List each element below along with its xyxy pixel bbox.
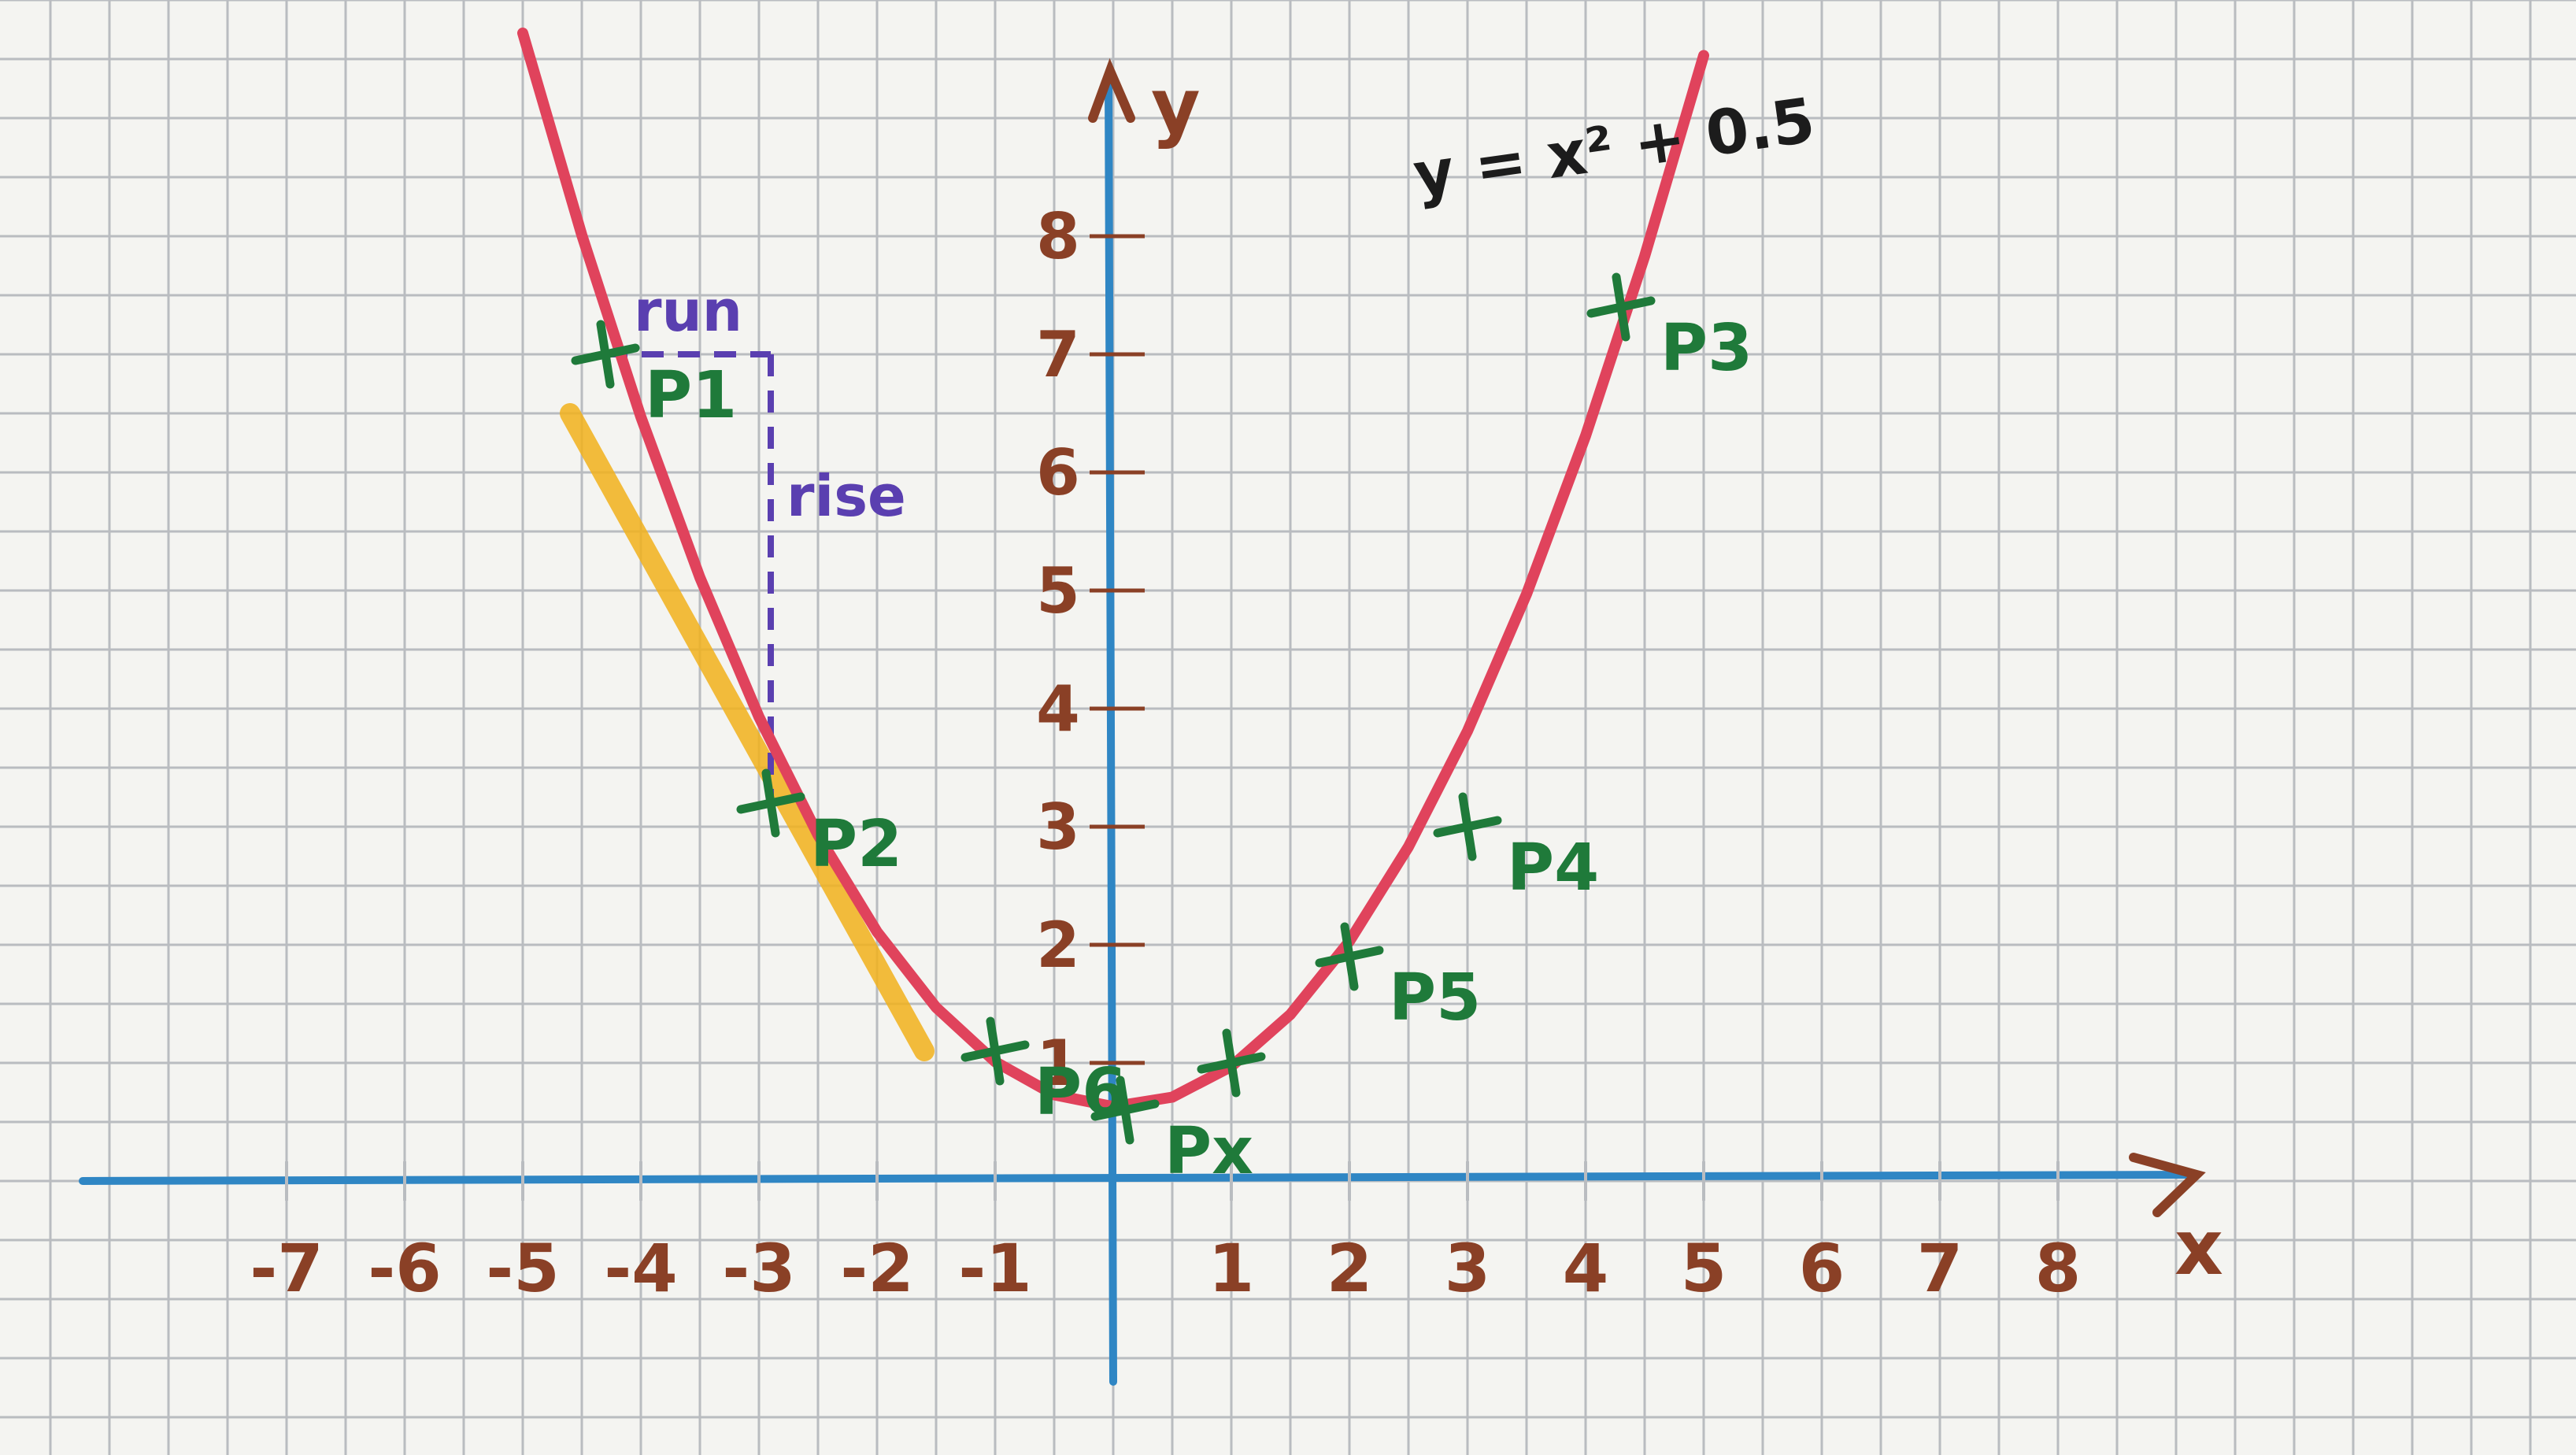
y-tick-label: 7 bbox=[1036, 318, 1080, 391]
point-cross-stem bbox=[986, 1016, 1005, 1086]
point-marker bbox=[1197, 1028, 1266, 1098]
y-tick-label: 4 bbox=[1036, 672, 1080, 746]
y-axis-label: y bbox=[1151, 62, 1201, 150]
x-tick-label: 7 bbox=[1917, 1230, 1963, 1307]
point-cross-stem bbox=[596, 320, 615, 389]
x-tick-label: -4 bbox=[604, 1230, 677, 1307]
rise-label: rise bbox=[786, 463, 906, 529]
y-tick-label: 2 bbox=[1036, 909, 1080, 982]
x-tick-label: -1 bbox=[958, 1230, 1031, 1307]
point-marker bbox=[571, 320, 640, 389]
y-axis-arrow bbox=[1088, 57, 1135, 123]
point-cross-stem bbox=[1222, 1028, 1241, 1098]
point-label: P1 bbox=[645, 358, 737, 433]
y-tick-label: 5 bbox=[1036, 554, 1080, 628]
tangent-line bbox=[560, 403, 935, 1061]
plotted-points: P1 P2 P3 P4 P5 P6 Px bbox=[571, 272, 1752, 1189]
point-cross-stem bbox=[1458, 792, 1477, 861]
parabola-curve bbox=[517, 28, 1709, 1113]
point-marker bbox=[960, 1016, 1030, 1086]
point-label: Px bbox=[1164, 1114, 1253, 1189]
x-axis-line bbox=[79, 1171, 2200, 1185]
run-label: run bbox=[634, 278, 742, 344]
point-marker bbox=[1090, 1076, 1160, 1145]
point-label: P2 bbox=[810, 807, 902, 882]
y-tick-label: 3 bbox=[1036, 790, 1080, 864]
point-marker bbox=[1433, 792, 1502, 861]
point-cross-stem bbox=[1116, 1076, 1134, 1145]
x-tick-label: -3 bbox=[722, 1230, 795, 1307]
x-tick-label: -5 bbox=[486, 1230, 559, 1307]
x-tick-label: 1 bbox=[1208, 1230, 1254, 1307]
point-marker bbox=[1315, 922, 1384, 991]
x-tick-label: 2 bbox=[1327, 1230, 1372, 1307]
point-label: P4 bbox=[1507, 831, 1599, 905]
point-cross-stem bbox=[1612, 272, 1630, 342]
x-tick-label: 4 bbox=[1563, 1230, 1608, 1307]
y-tick-label: 8 bbox=[1036, 200, 1080, 273]
x-tick-label: 8 bbox=[2035, 1230, 2081, 1307]
parabola-curve-group bbox=[517, 28, 1709, 1113]
axes bbox=[79, 57, 2206, 1386]
x-axis-arrow bbox=[2129, 1153, 2206, 1217]
x-tick-label: -7 bbox=[250, 1230, 323, 1307]
y-tick-label: 6 bbox=[1036, 436, 1080, 509]
x-tick-label: 5 bbox=[1681, 1230, 1727, 1307]
point-marker bbox=[736, 768, 805, 838]
point-cross-stem bbox=[1340, 922, 1359, 991]
y-axis-line bbox=[1105, 71, 1117, 1386]
point-label: P5 bbox=[1389, 961, 1481, 1035]
point-marker bbox=[1586, 272, 1656, 342]
x-tick-label: -6 bbox=[368, 1230, 441, 1307]
x-tick-label: 3 bbox=[1445, 1230, 1490, 1307]
x-tick-label: 6 bbox=[1799, 1230, 1845, 1307]
point-label: P3 bbox=[1660, 311, 1752, 386]
point-label: P6 bbox=[1034, 1055, 1127, 1130]
x-axis-label: x bbox=[2174, 1204, 2223, 1292]
point-cross-stem bbox=[761, 768, 780, 838]
x-tick-label: -2 bbox=[840, 1230, 913, 1307]
